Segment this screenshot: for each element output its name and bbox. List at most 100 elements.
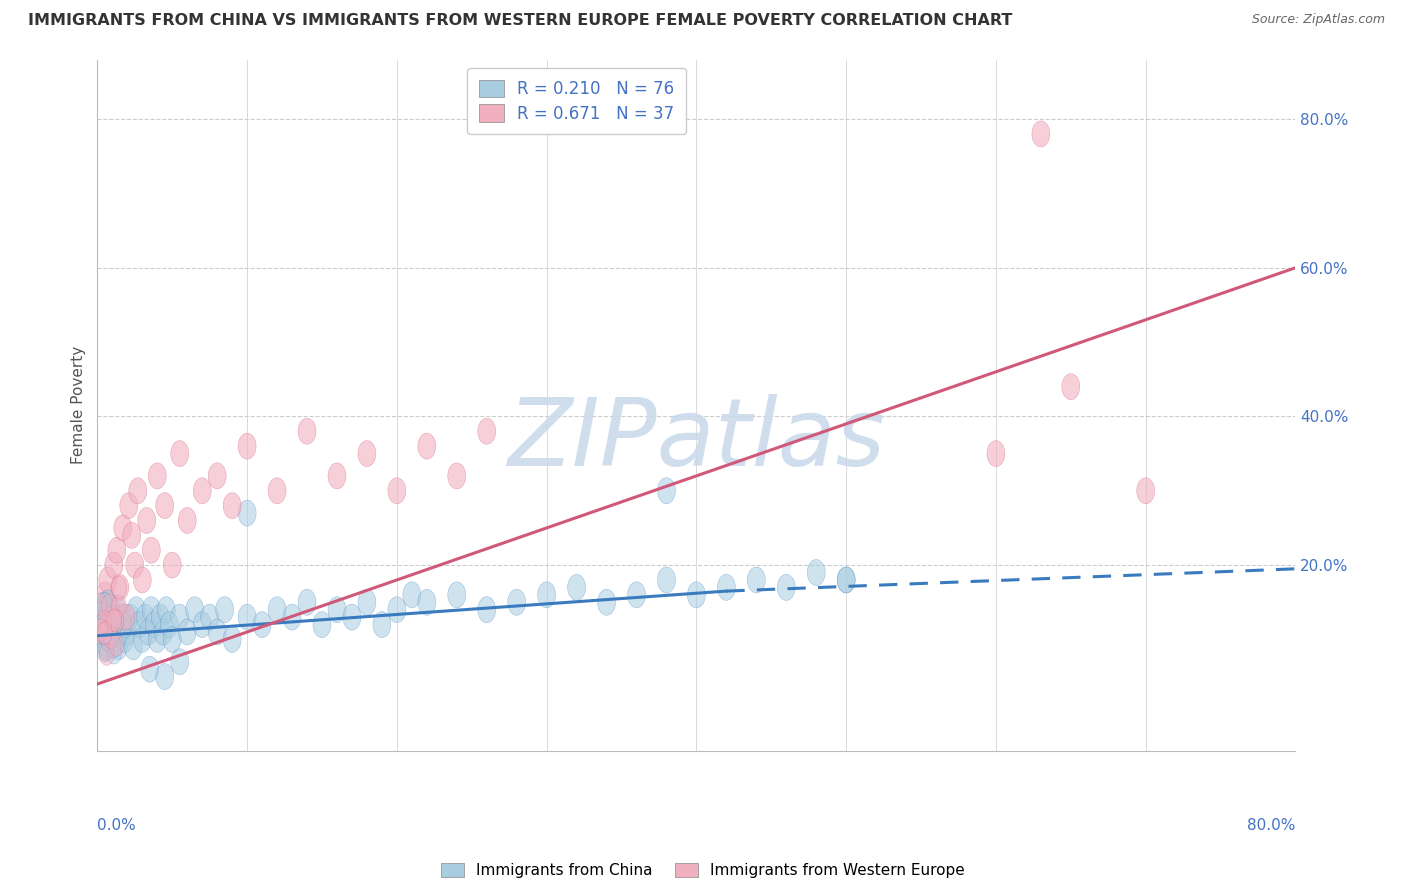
Legend: R = 0.210   N = 76, R = 0.671   N = 37: R = 0.210 N = 76, R = 0.671 N = 37 xyxy=(467,68,686,135)
Ellipse shape xyxy=(170,441,188,467)
Ellipse shape xyxy=(97,592,112,615)
Ellipse shape xyxy=(388,597,406,623)
Ellipse shape xyxy=(117,604,135,630)
Ellipse shape xyxy=(328,463,346,489)
Ellipse shape xyxy=(418,590,436,615)
Ellipse shape xyxy=(98,603,112,625)
Ellipse shape xyxy=(105,552,122,578)
Ellipse shape xyxy=(101,597,120,623)
Ellipse shape xyxy=(156,664,174,690)
Ellipse shape xyxy=(98,590,117,615)
Ellipse shape xyxy=(568,574,585,600)
Ellipse shape xyxy=(94,615,108,638)
Ellipse shape xyxy=(111,612,129,638)
Ellipse shape xyxy=(117,612,135,638)
Ellipse shape xyxy=(111,576,127,599)
Ellipse shape xyxy=(627,582,645,607)
Ellipse shape xyxy=(373,612,391,638)
Ellipse shape xyxy=(104,619,121,645)
Ellipse shape xyxy=(224,492,240,518)
Ellipse shape xyxy=(283,604,301,630)
Ellipse shape xyxy=(778,574,796,600)
Ellipse shape xyxy=(1062,374,1080,400)
Ellipse shape xyxy=(97,610,111,632)
Ellipse shape xyxy=(107,609,121,632)
Ellipse shape xyxy=(96,592,110,615)
Ellipse shape xyxy=(93,619,108,641)
Ellipse shape xyxy=(224,626,240,652)
Ellipse shape xyxy=(298,590,316,615)
Ellipse shape xyxy=(101,612,120,638)
Ellipse shape xyxy=(91,622,105,644)
Ellipse shape xyxy=(537,582,555,607)
Ellipse shape xyxy=(145,612,163,638)
Ellipse shape xyxy=(93,602,108,624)
Ellipse shape xyxy=(186,597,204,623)
Ellipse shape xyxy=(343,604,361,630)
Ellipse shape xyxy=(103,626,118,648)
Ellipse shape xyxy=(238,604,256,630)
Ellipse shape xyxy=(114,515,132,541)
Ellipse shape xyxy=(134,567,152,593)
Ellipse shape xyxy=(91,626,110,652)
Ellipse shape xyxy=(93,612,111,638)
Legend: Immigrants from China, Immigrants from Western Europe: Immigrants from China, Immigrants from W… xyxy=(434,857,972,884)
Ellipse shape xyxy=(97,622,112,644)
Ellipse shape xyxy=(478,597,496,623)
Ellipse shape xyxy=(118,619,136,645)
Ellipse shape xyxy=(104,625,118,648)
Ellipse shape xyxy=(837,567,855,593)
Text: 0.0%: 0.0% xyxy=(97,818,136,833)
Ellipse shape xyxy=(96,604,114,630)
Ellipse shape xyxy=(328,597,346,623)
Ellipse shape xyxy=(179,508,197,533)
Ellipse shape xyxy=(658,567,675,593)
Ellipse shape xyxy=(314,612,330,638)
Ellipse shape xyxy=(120,492,138,518)
Ellipse shape xyxy=(208,619,226,645)
Ellipse shape xyxy=(193,478,211,504)
Ellipse shape xyxy=(148,626,166,652)
Ellipse shape xyxy=(90,612,108,638)
Ellipse shape xyxy=(108,634,124,657)
Ellipse shape xyxy=(141,657,159,682)
Ellipse shape xyxy=(94,613,110,635)
Text: Source: ZipAtlas.com: Source: ZipAtlas.com xyxy=(1251,13,1385,27)
Ellipse shape xyxy=(98,603,112,625)
Ellipse shape xyxy=(598,590,616,615)
Ellipse shape xyxy=(447,582,465,607)
Ellipse shape xyxy=(359,590,375,615)
Ellipse shape xyxy=(94,619,112,645)
Text: ZIPatlas: ZIPatlas xyxy=(508,394,886,485)
Ellipse shape xyxy=(101,623,117,645)
Ellipse shape xyxy=(128,597,145,623)
Ellipse shape xyxy=(122,523,141,549)
Ellipse shape xyxy=(134,626,152,652)
Ellipse shape xyxy=(837,567,855,593)
Ellipse shape xyxy=(108,537,125,563)
Ellipse shape xyxy=(110,634,128,660)
Ellipse shape xyxy=(658,478,675,504)
Ellipse shape xyxy=(170,604,188,630)
Ellipse shape xyxy=(124,634,142,660)
Ellipse shape xyxy=(404,582,420,607)
Ellipse shape xyxy=(97,597,111,619)
Ellipse shape xyxy=(193,612,211,638)
Ellipse shape xyxy=(163,552,181,578)
Ellipse shape xyxy=(157,597,176,623)
Ellipse shape xyxy=(121,604,139,630)
Ellipse shape xyxy=(156,492,174,518)
Y-axis label: Female Poverty: Female Poverty xyxy=(72,346,86,465)
Ellipse shape xyxy=(103,599,117,621)
Ellipse shape xyxy=(508,590,526,615)
Ellipse shape xyxy=(215,597,233,623)
Ellipse shape xyxy=(104,607,120,629)
Ellipse shape xyxy=(142,597,160,623)
Ellipse shape xyxy=(142,537,160,563)
Ellipse shape xyxy=(201,604,219,630)
Ellipse shape xyxy=(238,500,256,526)
Ellipse shape xyxy=(100,626,118,652)
Ellipse shape xyxy=(1136,478,1154,504)
Ellipse shape xyxy=(97,616,111,639)
Text: 80.0%: 80.0% xyxy=(1247,818,1295,833)
